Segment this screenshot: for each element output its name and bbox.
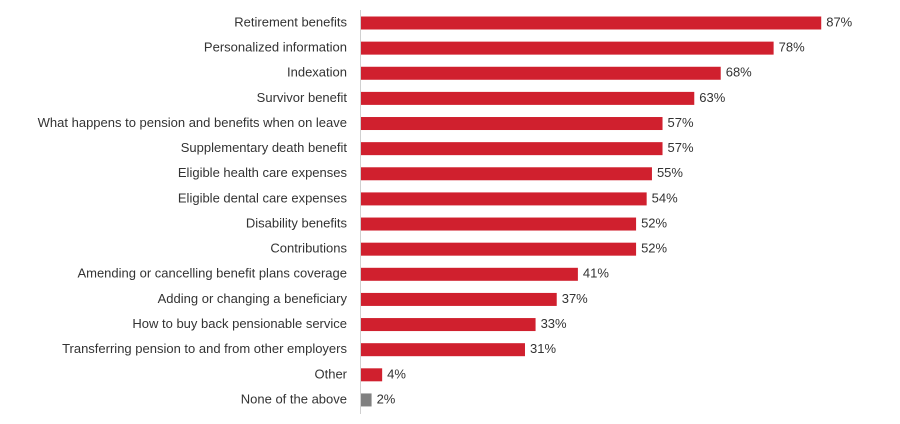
category-label: Eligible health care expenses <box>178 165 348 180</box>
value-label: 55% <box>657 165 683 180</box>
value-label: 31% <box>530 341 556 356</box>
value-label: 52% <box>641 215 667 230</box>
category-label: Retirement benefits <box>234 14 347 29</box>
category-label: Transferring pension to and from other e… <box>62 341 347 356</box>
category-label: Eligible dental care expenses <box>178 190 348 205</box>
category-label: Personalized information <box>204 40 347 55</box>
category-label: Contributions <box>270 241 347 256</box>
value-label: 78% <box>779 40 805 55</box>
category-label: Amending or cancelling benefit plans cov… <box>77 266 347 281</box>
category-label: Other <box>314 366 347 381</box>
bar <box>361 41 774 55</box>
bar <box>361 91 695 105</box>
bar <box>361 343 525 357</box>
bar <box>361 393 372 407</box>
value-label: 54% <box>652 190 678 205</box>
value-label: 52% <box>641 241 667 256</box>
category-label: Disability benefits <box>246 215 348 230</box>
bar <box>361 368 383 382</box>
value-label: 37% <box>562 291 588 306</box>
value-label: 57% <box>668 140 694 155</box>
bar <box>361 142 663 156</box>
category-label: Indexation <box>287 65 347 80</box>
category-label: Survivor benefit <box>257 90 348 105</box>
value-label: 41% <box>583 266 609 281</box>
value-label: 33% <box>541 316 567 331</box>
bar <box>361 318 536 332</box>
bar <box>361 66 721 80</box>
category-label: Adding or changing a beneficiary <box>158 291 348 306</box>
category-label: How to buy back pensionable service <box>132 316 347 331</box>
value-label: 68% <box>726 65 752 80</box>
bar <box>361 192 647 206</box>
bar <box>361 167 652 181</box>
bar <box>361 16 822 30</box>
bar <box>361 242 637 256</box>
bar <box>361 292 557 306</box>
value-label: 2% <box>377 391 396 406</box>
bar <box>361 217 637 231</box>
category-label: Supplementary death benefit <box>181 140 348 155</box>
category-label: None of the above <box>241 391 347 406</box>
category-label: What happens to pension and benefits whe… <box>38 115 347 130</box>
value-label: 63% <box>699 90 725 105</box>
bar <box>361 267 578 281</box>
value-label: 4% <box>387 366 406 381</box>
value-label: 57% <box>668 115 694 130</box>
bar <box>361 117 663 131</box>
value-label: 87% <box>826 14 852 29</box>
